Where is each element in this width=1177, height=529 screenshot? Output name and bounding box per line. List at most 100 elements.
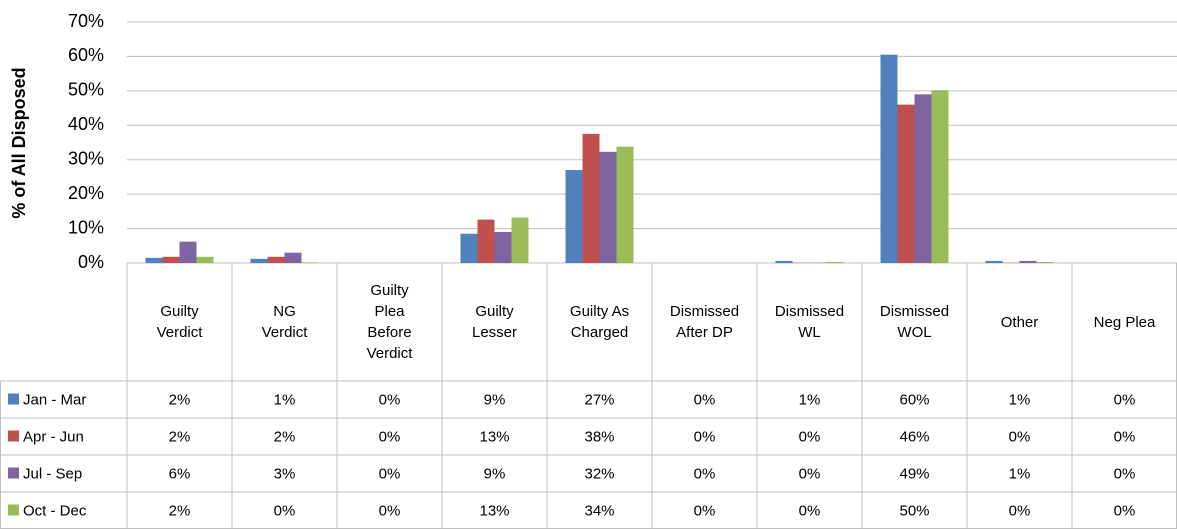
- bar: [985, 260, 1003, 263]
- table-value: 0%: [1114, 391, 1136, 408]
- table-value: 6%: [169, 465, 191, 482]
- table-value: 0%: [379, 428, 401, 445]
- table-value: 0%: [379, 391, 401, 408]
- category-label: Other: [1000, 313, 1039, 331]
- table-value: 2%: [169, 502, 191, 519]
- table-value: 0%: [379, 502, 401, 519]
- table-value: 0%: [799, 465, 821, 482]
- category-label: Neg Plea: [1093, 313, 1156, 331]
- table-value: 0%: [694, 465, 716, 482]
- bar: [284, 252, 302, 263]
- bar: [301, 262, 319, 263]
- table-value: 1%: [1009, 465, 1031, 482]
- table-value: 0%: [1114, 465, 1136, 482]
- bar: [931, 90, 949, 263]
- table-value: 2%: [274, 428, 296, 445]
- category-cell: NG Verdict: [232, 263, 337, 381]
- table-value: 1%: [1009, 391, 1031, 408]
- table-value: 2%: [169, 428, 191, 445]
- table-value: 0%: [1009, 502, 1031, 519]
- y-axis-title: % of All Disposed: [9, 67, 29, 218]
- table-value: 13%: [479, 502, 509, 519]
- bar: [145, 257, 163, 263]
- table-value: 0%: [1009, 428, 1031, 445]
- legend-swatch: [8, 467, 19, 479]
- y-tick-label: 20%: [68, 183, 104, 203]
- table-value: 38%: [584, 428, 614, 445]
- bar: [616, 146, 634, 263]
- y-tick-label: 50%: [68, 80, 104, 100]
- bar: [565, 170, 583, 263]
- category-label: Guilty Verdict: [156, 303, 203, 341]
- category-label: Guilty As Charged: [569, 303, 630, 341]
- bar: [511, 217, 529, 263]
- table-value: 27%: [584, 391, 614, 408]
- y-tick-label: 0%: [78, 252, 104, 272]
- table-value: 1%: [274, 391, 296, 408]
- bar: [582, 133, 600, 263]
- y-tick-label: 70%: [68, 11, 104, 31]
- legend-swatch: [8, 393, 19, 405]
- table-value: 50%: [899, 502, 929, 519]
- category-label: Dismissed WL: [774, 303, 845, 341]
- table-value: 0%: [694, 502, 716, 519]
- category-cell: Dismissed WL: [757, 263, 862, 381]
- category-label: Dismissed WOL: [879, 303, 950, 341]
- table-value: 0%: [799, 428, 821, 445]
- legend-swatch: [8, 430, 19, 442]
- table-value: 60%: [899, 391, 929, 408]
- y-tick-label: 40%: [68, 114, 104, 134]
- table-value: 46%: [899, 428, 929, 445]
- table-value: 0%: [1114, 428, 1136, 445]
- table-value: 0%: [274, 502, 296, 519]
- category-cell: Dismissed After DP: [652, 263, 757, 381]
- table-value: 9%: [484, 465, 506, 482]
- category-cell: Guilty As Charged: [547, 263, 652, 381]
- category-cell: Guilty Lesser: [442, 263, 547, 381]
- bar: [897, 104, 915, 263]
- bar: [460, 233, 478, 263]
- table-value: 32%: [584, 465, 614, 482]
- bar: [1036, 261, 1054, 263]
- legend-label: Jul - Sep: [23, 465, 82, 482]
- table-value: 1%: [799, 391, 821, 408]
- bar: [880, 54, 898, 264]
- bar: [494, 232, 512, 263]
- table-value: 0%: [1114, 502, 1136, 519]
- table-value: 34%: [584, 502, 614, 519]
- bar: [267, 256, 285, 263]
- category-cell: Dismissed WOL: [862, 263, 967, 381]
- bar: [599, 151, 617, 263]
- table-value: 13%: [479, 428, 509, 445]
- table-value: 2%: [169, 391, 191, 408]
- category-label: Guilty Lesser: [471, 303, 518, 341]
- y-tick-label: 10%: [68, 217, 104, 237]
- table-value: 0%: [694, 428, 716, 445]
- table-value: 0%: [694, 391, 716, 408]
- category-label: Dismissed After DP: [669, 303, 740, 341]
- table-value: 49%: [899, 465, 929, 482]
- bar: [196, 256, 214, 263]
- bar: [179, 241, 197, 263]
- category-cell: Neg Plea: [1072, 263, 1177, 381]
- bar: [250, 258, 268, 263]
- legend-label: Oct - Dec: [23, 502, 87, 519]
- category-cell: Other: [967, 263, 1072, 381]
- y-tick-label: 60%: [68, 45, 104, 65]
- bar: [914, 94, 932, 263]
- category-label: NG Verdict: [261, 303, 308, 341]
- table-value: 0%: [379, 465, 401, 482]
- legend-label: Apr - Jun: [23, 428, 84, 445]
- table-value: 0%: [799, 502, 821, 519]
- legend-label: Jan - Mar: [23, 391, 86, 408]
- category-label: Guilty Plea Before Verdict: [366, 282, 413, 362]
- category-cell: Guilty Plea Before Verdict: [337, 263, 442, 381]
- table-value: 9%: [484, 391, 506, 408]
- bar: [775, 260, 793, 263]
- bar: [477, 219, 495, 263]
- y-tick-label: 30%: [68, 148, 104, 168]
- legend-swatch: [8, 504, 19, 516]
- bar: [1019, 260, 1037, 263]
- table-value: 3%: [274, 465, 296, 482]
